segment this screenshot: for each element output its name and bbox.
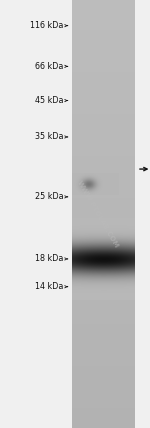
Text: 14 kDa: 14 kDa [35,282,63,291]
Text: 35 kDa: 35 kDa [35,132,63,142]
Text: WWW.PTGLAB.COM: WWW.PTGLAB.COM [76,179,120,249]
Text: 116 kDa: 116 kDa [30,21,63,30]
Text: 25 kDa: 25 kDa [35,192,63,202]
Text: 18 kDa: 18 kDa [35,254,63,264]
Text: 66 kDa: 66 kDa [35,62,63,71]
Text: 45 kDa: 45 kDa [35,96,63,105]
